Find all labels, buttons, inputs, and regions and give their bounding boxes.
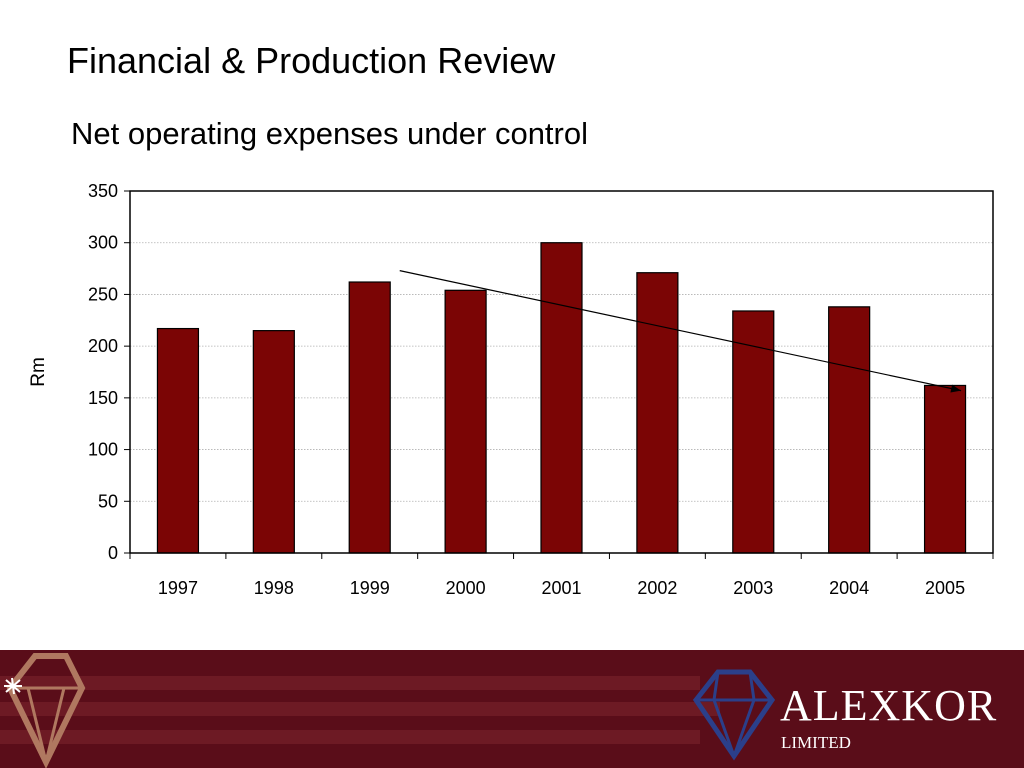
y-tick-label: 350 <box>88 181 118 201</box>
y-tick-label: 250 <box>88 284 118 304</box>
y-tick-label: 300 <box>88 233 118 253</box>
bar <box>732 310 775 554</box>
y-axis-label: Rm <box>28 357 49 387</box>
bar <box>540 242 583 554</box>
y-tick-label: 200 <box>88 336 118 356</box>
x-tick-label: 2001 <box>541 578 581 598</box>
brand-subtitle: LIMITED <box>781 733 851 752</box>
y-tick-label: 50 <box>98 491 118 511</box>
bar-chart: 0 50 100 150 200 250 300 350 1997 1998 1999 2000 200… <box>28 181 994 598</box>
footer-stripe <box>0 730 700 744</box>
diamond-watermark-icon <box>4 653 86 768</box>
bar <box>636 272 679 554</box>
slide-title: Financial & Production Review <box>67 40 556 81</box>
diamond-logo-icon <box>692 669 776 761</box>
bar <box>923 384 967 554</box>
plot-frame <box>129 190 994 554</box>
x-tick-label: 1999 <box>350 578 390 598</box>
bar <box>156 327 200 554</box>
y-tick-label: 100 <box>88 440 118 460</box>
x-tick-label: 1997 <box>158 578 198 598</box>
x-tick-label: 2000 <box>446 578 486 598</box>
footer-band <box>0 650 1024 768</box>
x-tick-label: 1998 <box>254 578 294 598</box>
brand-name: ALEXKOR <box>780 681 998 730</box>
y-tick-label: 0 <box>108 543 118 563</box>
x-tick-label: 2002 <box>637 578 677 598</box>
slide-subtitle: Net operating expenses under control <box>71 116 588 151</box>
bar <box>348 281 391 554</box>
x-tick-label: 2005 <box>925 578 965 598</box>
trend-arrow-head <box>950 384 962 393</box>
bar <box>444 289 487 554</box>
footer-stripe <box>0 676 700 690</box>
bar <box>252 330 295 554</box>
footer-stripe <box>0 702 720 716</box>
bar <box>828 306 871 554</box>
trend-arrow-line <box>399 270 962 392</box>
x-tick-label: 2003 <box>733 578 773 598</box>
x-tick-label: 2004 <box>829 578 869 598</box>
y-tick-label: 150 <box>88 388 118 408</box>
